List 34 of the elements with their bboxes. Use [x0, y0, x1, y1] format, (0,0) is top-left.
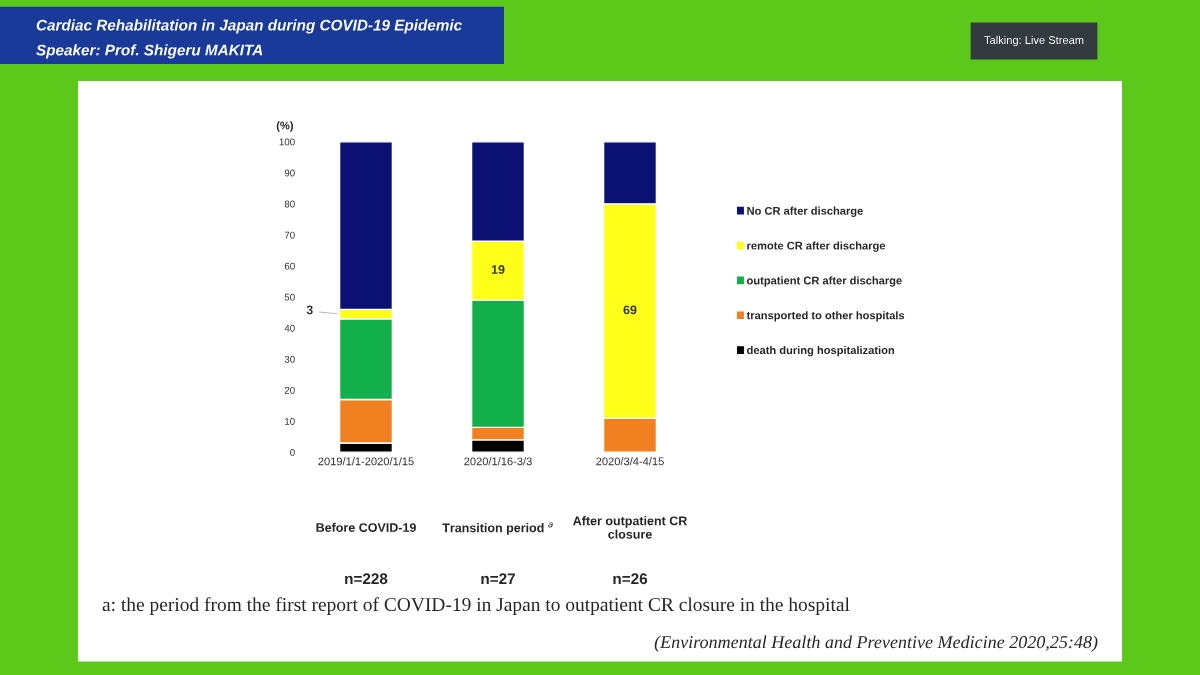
y-tick-label: 60 — [284, 262, 295, 270]
data-label: 69 — [623, 305, 637, 315]
y-tick-label: 50 — [284, 293, 295, 301]
x-tick-label: 2019/1/1-2020/1/15 — [318, 457, 414, 466]
y-tick-label: 10 — [285, 417, 295, 425]
y-tick-label: 100 — [279, 138, 295, 146]
y-tick-label: 30 — [284, 355, 295, 363]
y-tick-label: 20 — [284, 386, 295, 394]
data-label: 19 — [491, 265, 505, 274]
chart-title: Cardiac Rehabilitation in Japan during COVID-19 Epidemic — [36, 19, 462, 34]
text: Talking: Live Stream — [984, 35, 1084, 47]
x-tick-label: 2020/1/16-3/3 — [464, 457, 532, 466]
legend-label: transported to other hospitals — [746, 311, 905, 322]
data-label: 3 — [306, 305, 313, 315]
text: Before COVID-19 — [316, 522, 416, 532]
text: After outpatient CR closure — [573, 516, 688, 539]
y-tick-label: 40 — [284, 324, 295, 332]
legend-label: No CR after discharge — [747, 206, 863, 217]
y-tick-label: 90 — [284, 169, 295, 177]
y-axis-title: (%) — [276, 121, 293, 132]
legend-label: remote CR after discharge — [747, 241, 886, 252]
text: n=27 — [481, 573, 515, 584]
y-tick-label: 80 — [284, 200, 295, 208]
text: Transition period $^{a}$ — [442, 522, 553, 535]
text: n=26 — [613, 573, 648, 585]
legend-label: outpatient CR after discharge — [747, 276, 902, 287]
text: a: the period from the first report of COVID-19 in Japan to outpatient CR closure in the hospital — [102, 597, 850, 616]
legend-label: death during hospitalization — [747, 345, 895, 357]
y-tick-label: 70 — [284, 231, 295, 239]
text: Speaker: Prof. Shigeru MAKITA — [36, 44, 263, 59]
x-tick-label: 2020/3/4-4/15 — [596, 457, 664, 466]
text: n=228 — [345, 573, 388, 585]
y-tick-label: 0 — [290, 448, 295, 456]
text: (Environmental Health and Preventive Medicine 2020,25:48) — [654, 635, 1098, 652]
